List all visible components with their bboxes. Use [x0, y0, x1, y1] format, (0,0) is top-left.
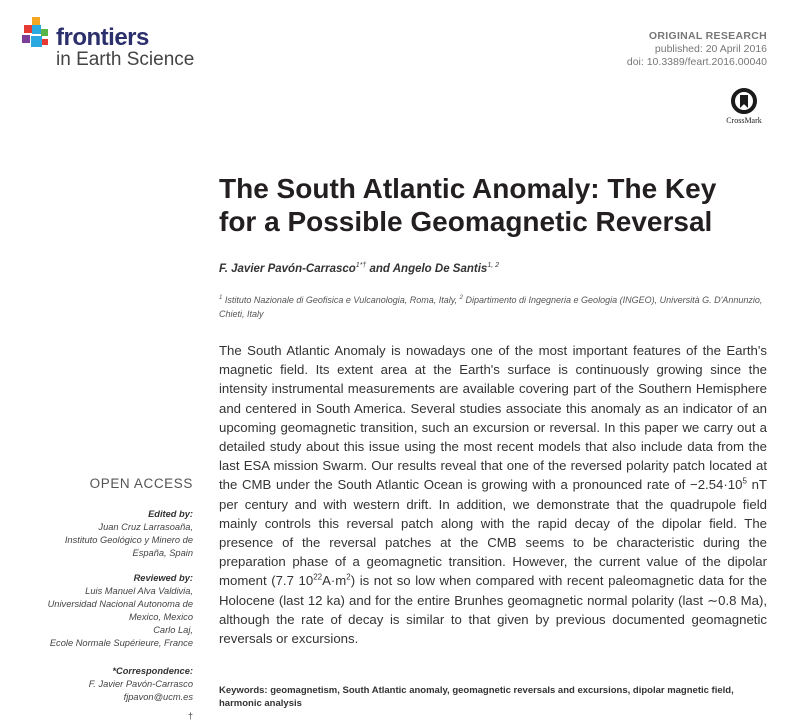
abstract-sup-1: 5	[742, 477, 747, 487]
crossmark-icon	[731, 88, 757, 114]
crossmark-label: CrossMark	[726, 116, 762, 125]
abstract: The South Atlantic Anomaly is nowadays o…	[219, 341, 767, 648]
author-1[interactable]: F. Javier Pavón-Carrasco	[219, 262, 356, 275]
abstract-part-3: A·m	[322, 573, 347, 589]
correspondence-block: *Correspondence: F. Javier Pavón-Carrasc…	[89, 665, 193, 704]
edited-by-block: Edited by: Juan Cruz Larrasoaña, Institu…	[65, 508, 193, 560]
journal-subtitle: in Earth Science	[56, 49, 195, 70]
title-line-2: for a Possible Geomagnetic Reversal	[219, 206, 713, 237]
author-2[interactable]: Angelo De Santis	[392, 262, 488, 275]
reviewer-line[interactable]: Luis Manuel Alva Valdivia,	[85, 586, 193, 596]
journal-name[interactable]: frontiers	[56, 24, 149, 51]
article-title: The South Atlantic Anomaly: The Key for …	[219, 172, 774, 238]
reviewer-line[interactable]: Carlo Laj,	[153, 625, 193, 635]
reviewer-line: Universidad Nacional Autonoma de	[47, 599, 193, 609]
keywords: Keywords: geomagnetism, South Atlantic a…	[219, 685, 734, 709]
affiliation-2: Dipartimento di Ingegneria e Geologia (I…	[219, 295, 763, 319]
editor-line: España, Spain	[132, 548, 193, 558]
correspondence-name: F. Javier Pavón-Carrasco	[88, 679, 193, 689]
edited-by-heading: Edited by:	[148, 509, 193, 519]
article-meta: ORIGINAL RESEARCH published: 20 April 20…	[627, 30, 767, 69]
reviewed-by-block: Reviewed by: Luis Manuel Alva Valdivia, …	[48, 572, 193, 650]
correspondence-email[interactable]: fjpavon@ucm.es	[123, 692, 193, 702]
author-and: and	[366, 262, 393, 275]
title-line-1: The South Atlantic Anomaly: The Key	[219, 173, 717, 204]
editor-line: Instituto Geológico y Minero de	[64, 535, 193, 545]
abstract-part-4: ) is not so low when compared with recen…	[219, 573, 768, 647]
author-1-sup: 1*†	[355, 262, 367, 269]
reviewed-by-heading: Reviewed by:	[133, 573, 193, 583]
open-access-label: OPEN ACCESS	[89, 476, 193, 491]
correspondence-heading: *Correspondence:	[112, 666, 193, 676]
editor-line[interactable]: Juan Cruz Larrasoaña,	[98, 522, 193, 532]
abstract-sup-2: 22	[313, 573, 323, 583]
reviewer-line: Ecole Normale Supérieure, France	[49, 638, 193, 648]
abstract-part-2: nT per century and with western drift. I…	[219, 477, 767, 589]
author-2-sup: 1, 2	[487, 262, 499, 269]
published-date: published: 20 April 2016	[654, 43, 767, 55]
dagger-note: †	[187, 711, 193, 721]
affil-sup-2: 2	[459, 295, 463, 301]
article-type: ORIGINAL RESEARCH	[648, 30, 767, 42]
affiliations: 1 Istituto Nazionale di Geofisica e Vulc…	[219, 291, 767, 321]
abstract-sup-3: 2	[346, 573, 351, 583]
affil-sup-1: 1	[219, 295, 223, 301]
author-list: F. Javier Pavón-Carrasco1*† and Angelo D…	[219, 262, 774, 275]
crossmark-badge[interactable]: CrossMark	[724, 88, 764, 125]
doi-link[interactable]: doi: 10.3389/feart.2016.00040	[626, 56, 767, 68]
frontiers-logo-icon[interactable]	[22, 17, 52, 49]
abstract-part-1: The South Atlantic Anomaly is nowadays o…	[219, 343, 767, 493]
affiliation-1: Istituto Nazionale di Geofisica e Vulcan…	[222, 295, 460, 305]
reviewer-line: Mexico, Mexico	[128, 612, 193, 622]
